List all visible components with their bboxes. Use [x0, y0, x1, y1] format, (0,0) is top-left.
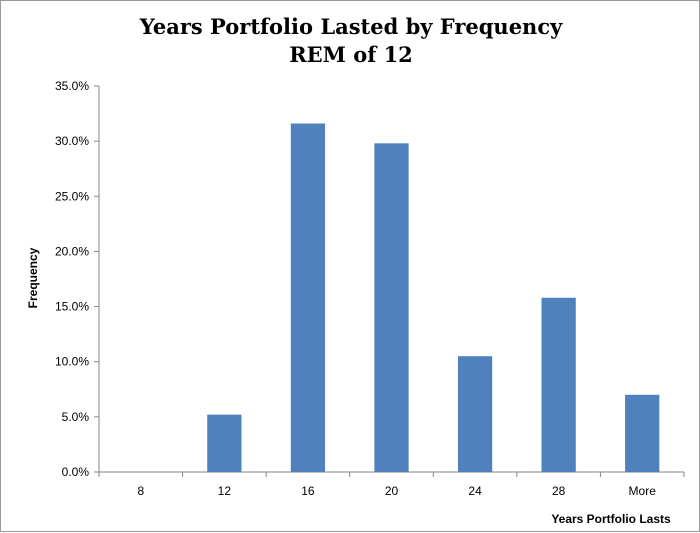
chart-title: Years Portfolio Lasted by Frequency: [139, 14, 563, 39]
x-axis-title: Years Portfolio Lasts: [551, 512, 671, 526]
y-tick-label: 30.0%: [55, 134, 89, 148]
x-tick-label: 16: [301, 484, 315, 498]
x-tick-label: More: [629, 484, 657, 498]
x-tick-label: 28: [552, 484, 566, 498]
y-axis-title: Frequency: [26, 247, 40, 308]
y-tick-label: 10.0%: [55, 355, 89, 369]
y-tick-label: 35.0%: [55, 79, 89, 93]
y-tick-label: 25.0%: [55, 189, 89, 203]
bar-more: [625, 394, 660, 472]
x-tick-label: 8: [137, 484, 144, 498]
bar-20: [374, 143, 409, 472]
bar-12: [207, 414, 242, 472]
y-tick-label: 15.0%: [55, 300, 89, 314]
plot-area: 0.0% 5.0% 10.0% 15.0% 20.0% 25.0% 30.0% 35.0% 8 1…: [55, 79, 685, 498]
x-tick-label: 12: [218, 484, 232, 498]
x-tick-label: 24: [468, 484, 482, 498]
y-tick-label: 0.0%: [62, 465, 90, 479]
y-tick-label: 5.0%: [62, 410, 90, 424]
y-tick-label: 20.0%: [55, 244, 89, 258]
x-tick-label: 20: [385, 484, 399, 498]
bar-16: [290, 123, 326, 473]
bar-28: [541, 297, 576, 472]
bar-24: [457, 356, 493, 472]
chart-subtitle: REM of 12: [289, 42, 413, 67]
